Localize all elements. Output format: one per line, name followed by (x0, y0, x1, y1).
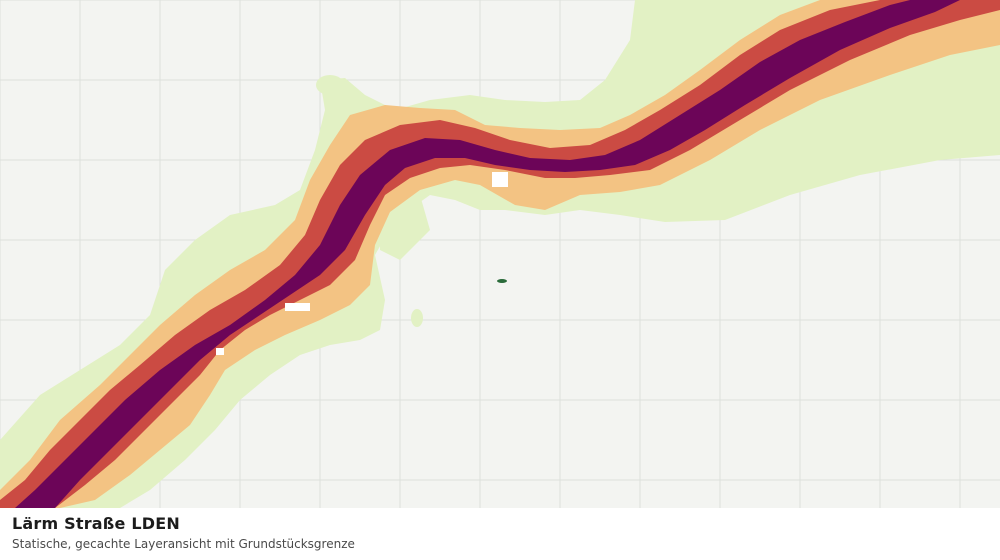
noise-map (0, 0, 1000, 508)
noise-band-mid (0, 0, 1000, 508)
map-tile-gaps (216, 172, 508, 355)
map-viewport[interactable] (0, 0, 1000, 508)
layer-title: Lärm Straße LDEN (12, 514, 180, 533)
layer-subtitle: Statische, gecachte Layeransicht mit Gru… (12, 537, 355, 551)
map-caption: Lärm Straße LDEN Statische, gecachte Lay… (0, 508, 1000, 560)
parcel-boundary-marker[interactable] (497, 279, 507, 283)
